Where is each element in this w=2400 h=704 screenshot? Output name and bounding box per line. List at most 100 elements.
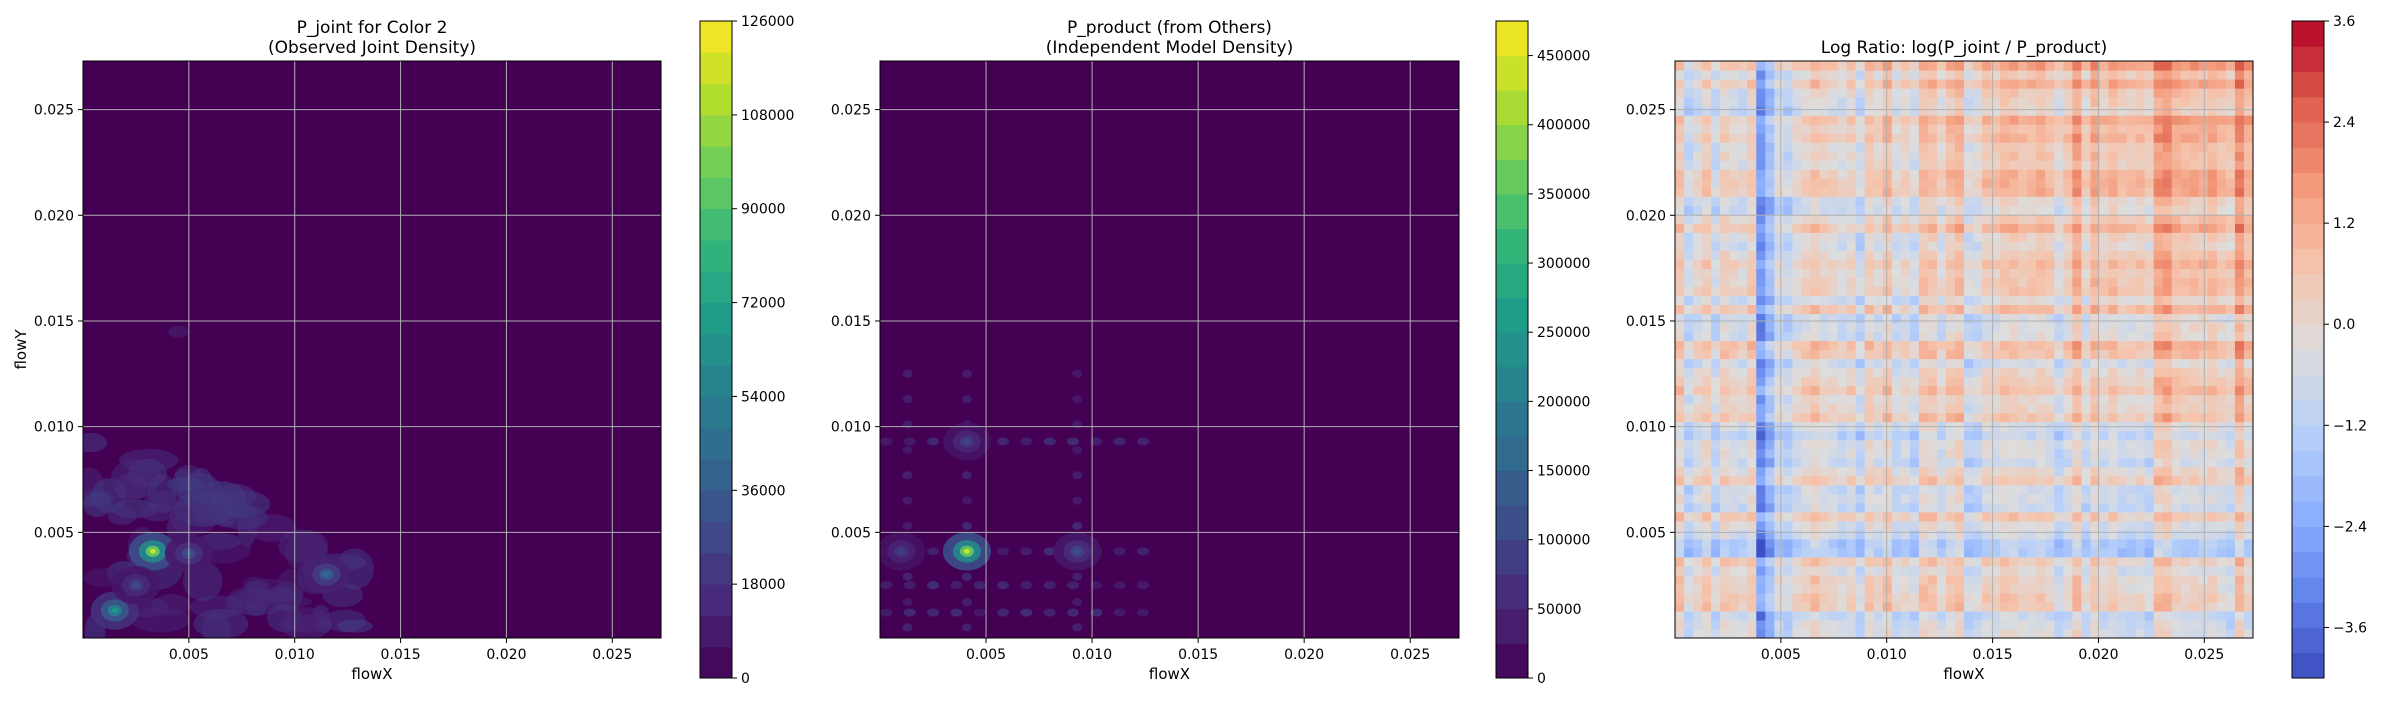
heat-cell [2054, 223, 2064, 233]
heat-cell [2018, 286, 2028, 297]
heat-cell [1973, 601, 1983, 612]
heat-cell [1765, 466, 1775, 477]
heat-cell [1900, 142, 1911, 152]
heat-cell [1765, 232, 1775, 242]
heat-cell [1837, 376, 1848, 387]
heat-cell [2135, 268, 2146, 278]
heat-cell [1711, 268, 1721, 278]
heat-cell [1765, 133, 1775, 143]
heat-cell [2063, 88, 2073, 98]
heat-cell [2198, 277, 2209, 287]
heat-cell [2009, 88, 2019, 98]
heat-cell [1684, 331, 1694, 342]
heat-cell [2225, 142, 2236, 152]
heat-cell [1810, 331, 1821, 342]
heat-cell [1982, 142, 1992, 152]
heat-cell [1982, 430, 1992, 441]
heat-cell [1954, 259, 1965, 269]
heat-cell [1675, 268, 1685, 278]
heat-cell [2045, 529, 2055, 540]
heat-cell [1684, 457, 1694, 468]
heat-cell [1864, 403, 1875, 414]
heat-cell [1973, 313, 1983, 324]
density-blob [1072, 496, 1083, 505]
heat-cell [1702, 403, 1712, 414]
heat-cell [2198, 394, 2209, 405]
heat-cell [1720, 529, 1730, 540]
heat-cell [1945, 187, 1956, 197]
heat-cell [1964, 358, 1974, 369]
heat-cell [1991, 457, 2001, 468]
heat-cell [1720, 358, 1730, 369]
heat-cell [2171, 457, 2182, 468]
heat-cell [2000, 457, 2010, 468]
heat-cell [2027, 214, 2037, 224]
heat-cell [1918, 412, 1929, 423]
heat-cell [2072, 529, 2083, 540]
heat-cell [1819, 376, 1830, 387]
x-axis-label: flowX [1943, 665, 1984, 683]
heat-cell [1909, 151, 1920, 161]
heat-cell [1756, 601, 1766, 612]
heat-cell [2000, 430, 2010, 441]
heat-cell [1756, 610, 1766, 621]
heat-cell [2207, 331, 2218, 342]
heat-cell [2162, 376, 2173, 387]
heat-cell [1684, 79, 1694, 89]
heat-cell [2153, 448, 2164, 459]
heat-cell [1982, 322, 1992, 333]
heat-cell [1774, 547, 1784, 558]
colorbar-tick-label: 400000 [1537, 118, 1590, 134]
heat-cell [1918, 457, 1929, 468]
heat-cell [1864, 124, 1875, 134]
heat-cell [2243, 547, 2253, 558]
heat-cell [2135, 430, 2146, 441]
heat-cell [1954, 205, 1965, 215]
heat-cell [1909, 223, 1920, 233]
heat-cell [2144, 277, 2155, 287]
heat-cell [1918, 61, 1929, 71]
heat-cell [2027, 205, 2037, 215]
heat-cell [2198, 232, 2209, 242]
heat-cell [2126, 385, 2137, 396]
heat-cell [2126, 241, 2137, 251]
heat-cell [2126, 223, 2137, 233]
heat-cell [2153, 628, 2164, 638]
density-blob [1072, 369, 1083, 378]
heat-cell [2117, 502, 2128, 513]
heat-cell [2243, 277, 2253, 287]
heat-cell [2216, 439, 2227, 450]
heat-cell [1918, 574, 1929, 585]
heat-cell [2036, 574, 2046, 585]
heat-cell [2099, 610, 2110, 621]
heat-cell [2225, 466, 2236, 477]
y-tick-label: 0.020 [1626, 208, 1666, 224]
heat-cell [2036, 115, 2046, 125]
heat-cell [1964, 466, 1974, 477]
heat-cell [1828, 529, 1839, 540]
colorbar-frame [2291, 20, 2325, 679]
heat-cell [1954, 331, 1965, 342]
heat-cell [2063, 565, 2073, 576]
heat-cell [1927, 565, 1938, 576]
heat-cell [2180, 133, 2191, 143]
heat-cell [1684, 295, 1694, 306]
heat-cell [2036, 169, 2046, 179]
heat-cell [1810, 556, 1821, 567]
heat-cell [2036, 610, 2046, 621]
heat-cell [2117, 313, 2128, 324]
heat-cell [2126, 124, 2137, 134]
heat-cell [1936, 160, 1947, 170]
heat-cell [2198, 106, 2209, 116]
heat-cell [1909, 259, 1920, 269]
heat-cell [2171, 619, 2182, 630]
heat-cell [1855, 124, 1866, 134]
colorbar: 0500001000001500002000002500003000003500… [1495, 20, 1590, 687]
heat-cell [1702, 178, 1712, 188]
heat-cell [1873, 196, 1884, 206]
heat-cell [1819, 214, 1830, 224]
heat-cell [2099, 394, 2110, 405]
heat-cell [1693, 376, 1703, 387]
heat-cell [2072, 88, 2083, 98]
heat-cell [2063, 205, 2073, 215]
